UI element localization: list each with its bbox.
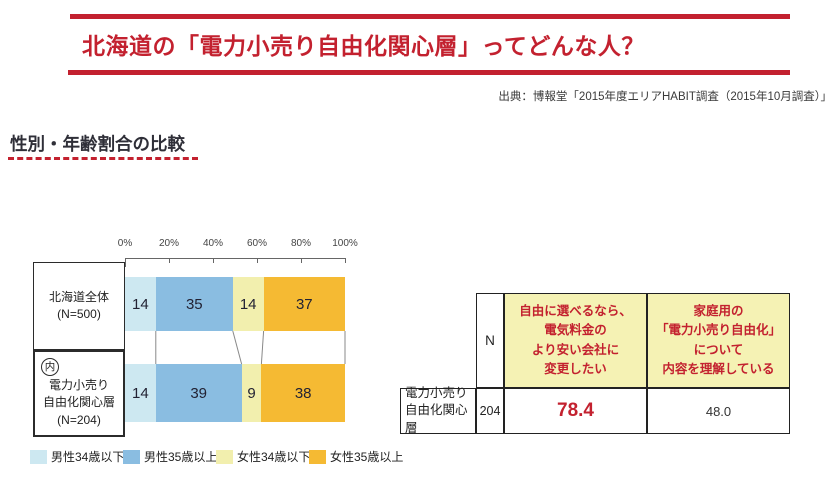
circled-uchi-mark: 内 [41, 357, 59, 376]
chart-legend: 男性34歳以下 男性35歳以上 女性34歳以下 女性35歳以上 [30, 448, 404, 465]
axis-tick-label: 100% [332, 238, 358, 249]
axis-tick-mark [169, 259, 170, 263]
category-label-hokkaido-total: 北海道全体 (N=500) [33, 262, 125, 350]
legend-label: 男性34歳以下 [51, 450, 125, 464]
banner-top-rule [70, 14, 790, 19]
segment-connector-lines [155, 331, 346, 364]
category-label-line: 電力小売り [48, 377, 109, 392]
banner-bottom-rule [68, 70, 790, 75]
axis-tick-mark [345, 259, 346, 263]
comparison-table: N 自由に選べるなら、 電気料金の より安い会社に 変更したい 家庭用の 「電力… [400, 293, 790, 435]
x-axis-line [125, 258, 346, 259]
table-header-understanding: 家庭用の 「電力小売り自由化」 について 内容を理解している [647, 293, 790, 388]
table-row-label: 電力小売り 自由化関心層 [400, 385, 476, 435]
header-line: について [693, 342, 744, 357]
legend-label: 女性35歳以上 [330, 450, 404, 464]
bar-segment: 14 [232, 277, 264, 331]
bar-segment: 39 [155, 364, 242, 422]
table-cell-n-value: 204 [476, 388, 504, 434]
bar-segment: 38 [261, 364, 345, 422]
section-heading: 性別・年齢割合の比較 [10, 134, 185, 154]
legend-swatch [30, 449, 47, 464]
legend-item: 女性34歳以下 [216, 448, 311, 465]
axis-tick-label: 20% [158, 238, 179, 249]
bar-segment: 9 [241, 364, 262, 422]
bar-interest-group: 14 39 9 38 [125, 364, 345, 422]
header-line: 自由に選べるなら、 [519, 303, 632, 318]
category-label-line: 自由化関心層 [42, 395, 115, 410]
header-line: 変更したい [544, 361, 607, 376]
section-heading-dashed-underline [8, 157, 198, 160]
bar-hokkaido-total: 14 35 14 37 [125, 277, 345, 331]
header-line: 内容を理解している [662, 361, 775, 376]
category-label-line: (N=204) [57, 412, 101, 427]
axis-tick-label: 80% [290, 238, 311, 249]
axis-tick-mark [257, 259, 258, 263]
axis-tick-label: 40% [202, 238, 223, 249]
table-cell-understanding-value: 48.0 [647, 388, 790, 434]
legend-item: 女性35歳以上 [309, 448, 404, 465]
legend-swatch [123, 449, 140, 464]
category-label-line: 北海道全体 [48, 289, 109, 304]
axis-tick-mark [125, 259, 126, 267]
axis-tick-mark [213, 259, 214, 263]
bar-segment: 35 [155, 277, 233, 331]
header-line: より安い会社に [531, 342, 620, 357]
table-corner-blank-cell [400, 293, 476, 388]
row-label-line: 電力小売り [405, 385, 468, 400]
stacked-bar-chart: 0% 20% 40% 60% 80% 100% 北海道全体 (N=500) 内 電力小売り… [33, 238, 368, 473]
bar-segment: 14 [125, 364, 156, 422]
legend-item: 男性34歳以下 [30, 448, 125, 465]
category-label-interest-group: 内 電力小売り 自由化関心層 (N=204) [33, 350, 125, 437]
header-line: 「電力小売り自由化」 [655, 323, 781, 338]
legend-label: 女性34歳以下 [237, 450, 311, 464]
header-line: 家庭用の [693, 303, 744, 318]
axis-tick-label: 60% [246, 238, 267, 249]
legend-item: 男性35歳以上 [123, 448, 218, 465]
page-title: 北海道の「電力小売り自由化関心層」ってどんな人？ [82, 33, 645, 59]
header-line: 電気料金の [544, 323, 607, 338]
axis-tick-mark [301, 259, 302, 263]
legend-label: 男性35歳以上 [144, 450, 218, 464]
table-header-switch-intent: 自由に選べるなら、 電気料金の より安い会社に 変更したい [504, 293, 647, 388]
axis-tick-label: 0% [117, 238, 133, 249]
bar-segment: 37 [263, 277, 345, 331]
category-label-line: (N=500) [57, 307, 101, 321]
row-label-line: 自由化関心層 [405, 403, 468, 435]
legend-swatch [216, 449, 233, 464]
legend-swatch [309, 449, 326, 464]
table-cell-switch-intent-value: 78.4 [504, 388, 647, 434]
source-citation: 出典：博報堂「2015年度エリアHABIT調査（2015年10月調査）」 [498, 91, 832, 103]
table-header-n: N [476, 293, 504, 388]
bar-segment: 14 [125, 277, 156, 331]
